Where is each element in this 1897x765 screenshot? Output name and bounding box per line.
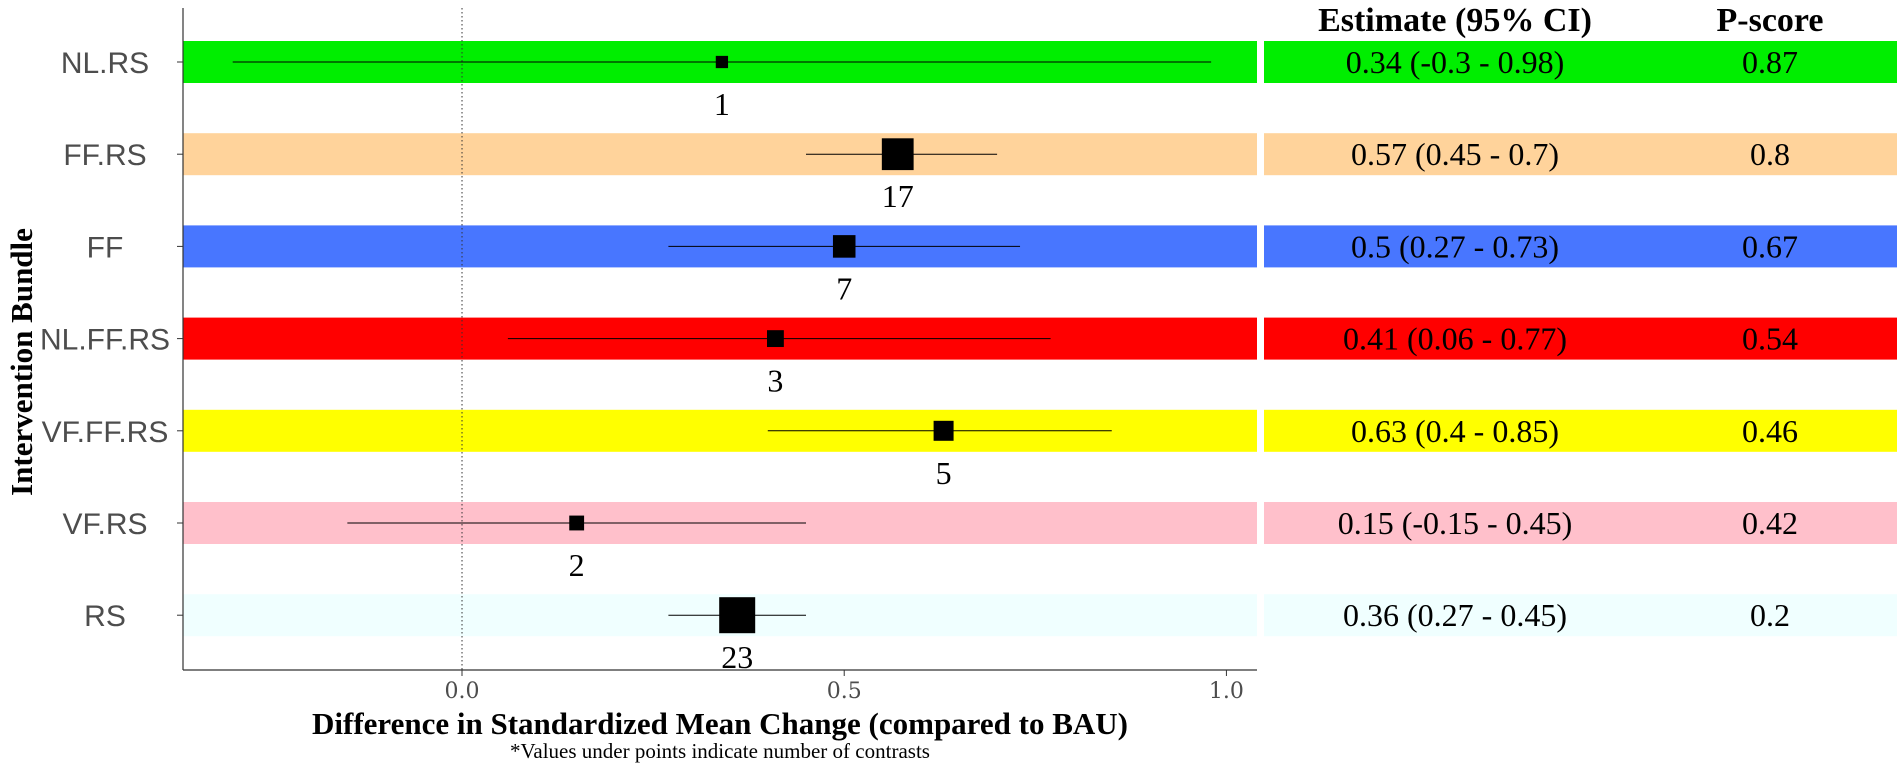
estimate-ci-nl.rs: 0.34 (-0.3 - 0.98)	[1346, 44, 1565, 80]
estimate-ci-ff: 0.5 (0.27 - 0.73)	[1351, 228, 1559, 264]
point-estimate-nl.ff.rs	[767, 330, 784, 348]
table-band-nl.ff.rs	[1264, 317, 1897, 360]
pscore-ff: 0.67	[1742, 228, 1798, 264]
x-tick-label: 1.0	[1209, 679, 1244, 704]
contrast-count-vf.ff.rs: 5	[936, 455, 952, 491]
category-label-vf.ff.rs: VF.FF.RS	[42, 416, 169, 449]
contrast-count-ff.rs: 17	[882, 178, 914, 214]
contrast-count-nl.ff.rs: 3	[767, 363, 783, 399]
pscore-vf.ff.rs: 0.46	[1742, 413, 1798, 449]
contrast-count-vf.rs: 2	[569, 547, 585, 583]
table-band-vf.ff.rs	[1264, 409, 1897, 452]
x-tick-label: 0.0	[445, 679, 480, 704]
contrast-count-ff: 7	[836, 270, 852, 306]
point-estimate-ff.rs	[881, 138, 914, 171]
estimate-ci-ff.rs: 0.57 (0.45 - 0.7)	[1351, 136, 1559, 172]
category-label-ff.rs: FF.RS	[63, 139, 146, 172]
x-tick-label: 0.5	[827, 679, 862, 704]
estimate-ci-vf.ff.rs: 0.63 (0.4 - 0.85)	[1351, 413, 1559, 449]
estimate-ci-vf.rs: 0.15 (-0.15 - 0.45)	[1338, 505, 1573, 541]
table-band-rs	[1264, 594, 1897, 637]
point-estimate-vf.ff.rs	[933, 420, 954, 441]
row-band-ff.rs	[183, 133, 1257, 176]
pscore-ff.rs: 0.8	[1750, 136, 1790, 172]
y-axis-title: Intervention Bundle	[4, 228, 39, 496]
category-label-rs: RS	[84, 600, 126, 633]
pscore-nl.ff.rs: 0.54	[1742, 321, 1798, 357]
table-band-nl.rs	[1264, 41, 1897, 83]
estimate-column-header: Estimate (95% CI)	[1318, 2, 1592, 39]
point-estimate-rs	[719, 597, 756, 634]
table-band-ff.rs	[1264, 133, 1897, 176]
x-axis-title: Difference in Standardized Mean Change (…	[312, 706, 1128, 741]
table-band-ff	[1264, 225, 1897, 268]
category-label-nl.rs: NL.RS	[61, 47, 149, 80]
pscore-vf.rs: 0.42	[1742, 505, 1798, 541]
estimate-ci-rs: 0.36 (0.27 - 0.45)	[1343, 597, 1567, 633]
point-estimate-nl.rs	[715, 55, 729, 69]
contrast-count-rs: 23	[721, 639, 753, 675]
category-label-ff: FF	[87, 231, 124, 264]
category-label-nl.ff.rs: NL.FF.RS	[40, 324, 170, 357]
pscore-rs: 0.2	[1750, 597, 1790, 633]
pscore-column-header: P-score	[1717, 2, 1824, 39]
estimate-ci-nl.ff.rs: 0.41 (0.06 - 0.77)	[1343, 321, 1567, 357]
table-band-vf.rs	[1264, 502, 1897, 544]
pscore-nl.rs: 0.87	[1742, 44, 1798, 80]
footnote: *Values under points indicate number of …	[510, 739, 930, 763]
contrast-count-nl.rs: 1	[714, 86, 730, 122]
point-estimate-ff	[832, 235, 856, 258]
category-label-vf.rs: VF.RS	[62, 508, 147, 541]
point-estimate-vf.rs	[569, 515, 585, 531]
